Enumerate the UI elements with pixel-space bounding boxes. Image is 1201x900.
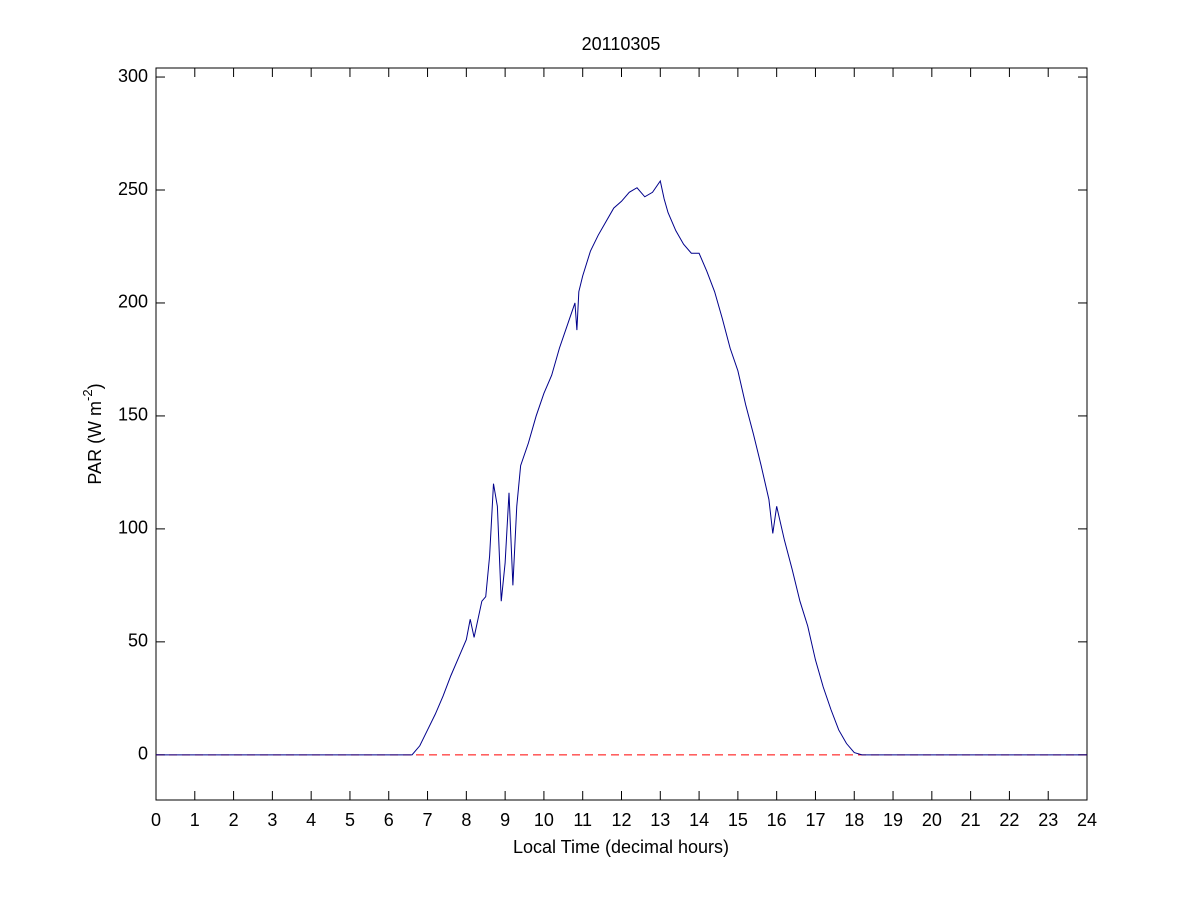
plot-box <box>155 67 1088 801</box>
x-tick-label: 3 <box>267 810 277 830</box>
x-tick-label: 5 <box>345 810 355 830</box>
x-tick-label: 23 <box>1038 810 1058 830</box>
y-tick-label: 0 <box>138 744 148 764</box>
x-tick-label: 22 <box>999 810 1019 830</box>
x-tick-label: 10 <box>534 810 554 830</box>
x-tick-label: 20 <box>922 810 942 830</box>
x-tick-label: 14 <box>689 810 709 830</box>
x-tick-label: 7 <box>423 810 433 830</box>
y-label-text: PAR (W m <box>85 401 105 485</box>
x-tick-label: 12 <box>611 810 631 830</box>
x-tick-label: 1 <box>190 810 200 830</box>
chart-title: 20110305 <box>582 34 661 54</box>
x-tick-label: 4 <box>306 810 316 830</box>
y-label-suffix: ) <box>85 383 105 389</box>
x-tick-label: 24 <box>1077 810 1097 830</box>
x-tick-label: 16 <box>767 810 787 830</box>
x-tick-label: 8 <box>461 810 471 830</box>
x-tick-label: 13 <box>650 810 670 830</box>
x-tick-label: 15 <box>728 810 748 830</box>
y-tick-label: 50 <box>128 631 148 651</box>
y-tick-label: 250 <box>118 179 148 199</box>
x-tick-label: 6 <box>384 810 394 830</box>
x-tick-label: 19 <box>883 810 903 830</box>
y-tick-label: 150 <box>118 405 148 425</box>
x-tick-label: 2 <box>229 810 239 830</box>
y-axis-label: PAR (W m-2) <box>80 383 104 484</box>
x-tick-label: 0 <box>151 810 161 830</box>
x-tick-label: 11 <box>573 810 592 830</box>
y-tick-label: 300 <box>118 66 148 86</box>
y-tick-label: 200 <box>118 292 148 312</box>
x-tick-label: 17 <box>805 810 825 830</box>
y-tick-label: 100 <box>118 518 148 538</box>
x-axis-label: Local Time (decimal hours) <box>513 837 729 857</box>
x-tick-label: 9 <box>500 810 510 830</box>
x-tick-label: 21 <box>961 810 981 830</box>
x-tick-label: 18 <box>844 810 864 830</box>
y-label-superscript: -2 <box>80 389 95 401</box>
data-line <box>156 179 1087 756</box>
